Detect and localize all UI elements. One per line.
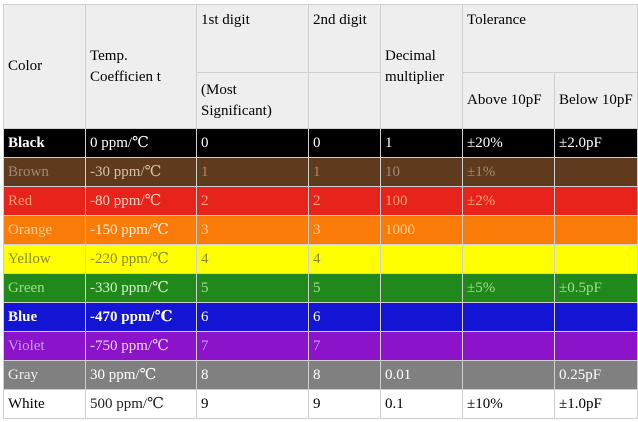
table-row-violet: Violet -750 ppm/℃ 7 7 — [3, 331, 638, 361]
cell-temp-coefficient: -330 ppm/℃ — [85, 273, 197, 303]
table-row-yellow: Yellow -220 ppm/℃ 4 4 — [3, 244, 638, 274]
cell-multiplier — [380, 302, 463, 332]
table-row-black: Black 0 ppm/℃ 0 0 1 ±20% ±2.0pF — [3, 128, 638, 158]
cell-color: White — [3, 389, 86, 419]
header-row-1: Color Temp. Coefficien t 1st digit 2nd d… — [3, 4, 638, 129]
cell-tolerance-above: ±20% — [462, 128, 555, 158]
table-row-blue: Blue -470 ppm/℃ 6 6 — [3, 302, 638, 332]
cell-tolerance-above: ±2% — [462, 186, 555, 216]
cell-temp-coefficient: -30 ppm/℃ — [85, 157, 197, 187]
table-row-gray: Gray 30 ppm/℃ 8 8 0.01 0.25pF — [3, 360, 638, 390]
cell-second-digit: 8 — [308, 360, 381, 390]
header-decimal-multiplier: Decimal multiplier — [380, 4, 463, 129]
cell-first-digit: 0 — [196, 128, 309, 158]
cell-tolerance-below: ±0.5pF — [553, 273, 638, 303]
cell-first-digit: 4 — [196, 244, 309, 274]
cell-second-digit: 9 — [308, 389, 381, 419]
cell-tolerance-below: 0.25pF — [553, 360, 638, 390]
cell-tolerance-below — [553, 331, 638, 361]
cell-multiplier — [380, 331, 463, 361]
cell-second-digit: 0 — [308, 128, 381, 158]
cell-second-digit: 5 — [308, 273, 381, 303]
cell-first-digit: 3 — [196, 215, 309, 245]
cell-tolerance-above — [462, 331, 555, 361]
table-row-brown: Brown -30 ppm/℃ 1 1 10 ±1% — [3, 157, 638, 187]
cell-multiplier: 1 — [380, 128, 463, 158]
cell-tolerance-above — [462, 360, 555, 390]
cell-second-digit: 4 — [308, 244, 381, 274]
header-second-digit: 2nd digit — [308, 4, 381, 73]
cell-color: Red — [3, 186, 86, 216]
cell-tolerance-below — [553, 215, 638, 245]
header-tolerance: Tolerance — [461, 4, 638, 73]
cell-tolerance-below — [553, 157, 638, 187]
table-row-white: White 500 ppm/℃ 9 9 0.1 ±10% ±1.0pF — [3, 389, 638, 419]
cell-tolerance-above: ±5% — [462, 273, 555, 303]
cell-temp-coefficient: -150 ppm/℃ — [85, 215, 197, 245]
cell-first-digit: 5 — [196, 273, 309, 303]
table-row-orange: Orange -150 ppm/℃ 3 3 1000 — [3, 215, 638, 245]
header-row-2: (Most Significant) Above 10pF Below 10pF — [4, 72, 638, 129]
cell-tolerance-below — [553, 302, 638, 332]
cell-color: Gray — [3, 360, 86, 390]
header-tolerance-below: Below 10pF — [553, 72, 638, 129]
cell-multiplier: 0.01 — [380, 360, 463, 390]
capacitor-color-code-table: Color Temp. Coefficien t 1st digit 2nd d… — [3, 4, 638, 419]
cell-first-digit: 7 — [196, 331, 309, 361]
header-tolerance-above: Above 10pF — [462, 72, 555, 129]
cell-color: Black — [3, 128, 86, 158]
cell-tolerance-above: ±10% — [462, 389, 555, 419]
cell-multiplier — [380, 244, 463, 274]
cell-tolerance-below — [553, 244, 638, 274]
cell-color: Green — [3, 273, 86, 303]
cell-temp-coefficient: 30 ppm/℃ — [85, 360, 197, 390]
cell-temp-coefficient: -750 ppm/℃ — [85, 331, 197, 361]
cell-temp-coefficient: -220 ppm/℃ — [85, 244, 197, 274]
table-row-green: Green -330 ppm/℃ 5 5 ±5% ±0.5pF — [3, 273, 638, 303]
cell-color: Orange — [3, 215, 86, 245]
header-second-digit-blank — [308, 72, 381, 129]
cell-first-digit: 6 — [196, 302, 309, 332]
cell-temp-coefficient: 500 ppm/℃ — [85, 389, 197, 419]
header-color: Color — [3, 4, 86, 129]
header-temp-coefficient: Temp. Coefficien t — [85, 4, 197, 129]
cell-multiplier: 100 — [380, 186, 463, 216]
cell-tolerance-above — [462, 215, 555, 245]
cell-color: Blue — [3, 302, 86, 332]
header-first-digit-subtitle: (Most Significant) — [196, 72, 309, 129]
cell-second-digit: 2 — [308, 186, 381, 216]
cell-first-digit: 9 — [196, 389, 309, 419]
cell-tolerance-below: ±1.0pF — [553, 389, 638, 419]
cell-temp-coefficient: -470 ppm/℃ — [85, 302, 197, 332]
cell-first-digit: 2 — [196, 186, 309, 216]
cell-multiplier — [380, 273, 463, 303]
cell-temp-coefficient: 0 ppm/℃ — [85, 128, 197, 158]
cell-tolerance-above: ±1% — [462, 157, 555, 187]
cell-temp-coefficient: -80 ppm/℃ — [85, 186, 197, 216]
cell-second-digit: 7 — [308, 331, 381, 361]
cell-second-digit: 1 — [308, 157, 381, 187]
cell-tolerance-above — [462, 244, 555, 274]
cell-color: Yellow — [3, 244, 86, 274]
cell-multiplier: 1000 — [380, 215, 463, 245]
cell-first-digit: 1 — [196, 157, 309, 187]
cell-color: Brown — [3, 157, 86, 187]
table-row-red: Red -80 ppm/℃ 2 2 100 ±2% — [3, 186, 638, 216]
cell-tolerance-below — [553, 186, 638, 216]
cell-second-digit: 6 — [308, 302, 381, 332]
cell-multiplier: 10 — [380, 157, 463, 187]
cell-tolerance-below: ±2.0pF — [553, 128, 638, 158]
cell-multiplier: 0.1 — [380, 389, 463, 419]
cell-second-digit: 3 — [308, 215, 381, 245]
cell-color: Violet — [3, 331, 86, 361]
cell-tolerance-above — [462, 302, 555, 332]
header-first-digit: 1st digit — [196, 4, 309, 73]
cell-first-digit: 8 — [196, 360, 309, 390]
